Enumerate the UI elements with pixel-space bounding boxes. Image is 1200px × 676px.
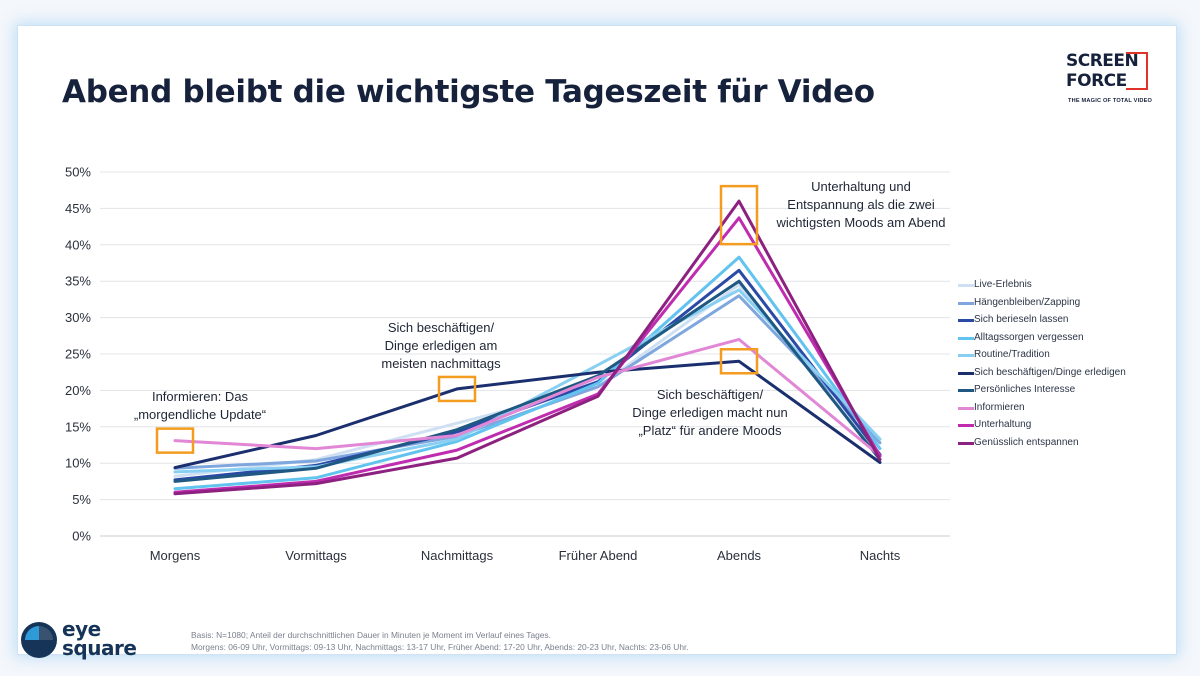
legend-swatch (958, 354, 974, 357)
x-tick-label: Abends (717, 548, 762, 563)
series-line (173, 268, 882, 482)
y-tick-label: 15% (65, 419, 91, 434)
legend-label: Informieren (974, 401, 1025, 413)
eye-square-logo: eye square (20, 619, 140, 663)
annotation-evening-low-line2: Dinge erledigen macht nun (632, 405, 788, 420)
annotation-afternoon: Sich beschäftigen/ Dinge erledigen am me… (366, 319, 516, 373)
annotation-afternoon-line3: meisten nachmittags (381, 356, 501, 371)
annotation-morning: Informieren: Das „morgendliche Update“ (120, 388, 280, 424)
y-tick-label: 10% (65, 456, 91, 471)
footnote-line1: Basis: N=1080; Anteil der durchschnittli… (191, 630, 551, 640)
legend-label: Hängenbleiben/Zapping (974, 296, 1081, 308)
y-tick-label: 30% (65, 310, 91, 325)
y-tick-label: 45% (65, 201, 91, 216)
highlight-box (437, 375, 477, 403)
legend-label: Persönliches Interesse (974, 384, 1076, 395)
legend-swatch (958, 389, 974, 392)
legend-label: Live-Erlebnis (974, 279, 1032, 290)
y-tick-label: 50% (65, 165, 91, 180)
series-line (173, 279, 882, 483)
page-title: Abend bleibt die wichtigste Tageszeit fü… (62, 74, 875, 110)
y-tick-label: 20% (65, 383, 91, 398)
legend-swatch (958, 371, 974, 375)
y-tick-label: 25% (65, 347, 91, 362)
slide-card (18, 26, 1176, 654)
annotation-evening-top-line3: wichtigsten Moods am Abend (776, 215, 946, 230)
footnote-line2: Morgens: 06-09 Uhr, Vormittags: 09-13 Uh… (191, 642, 689, 652)
annotation-afternoon-line2: Dinge erledigen am (384, 338, 498, 353)
legend-label: Sich berieseln lassen (974, 314, 1069, 325)
highlight-box (719, 348, 759, 375)
screenforce-logo-line1: SCREEN (1066, 51, 1139, 71)
legend-swatch (958, 319, 974, 322)
screenforce-logo: SCREEN FORCE THE MAGIC OF TOTAL VIDEO (1066, 52, 1156, 110)
annotation-evening-top-line2: Entspannung als die zwei (787, 197, 935, 212)
annotation-evening-top: Unterhaltung und Entspannung als die zwe… (767, 178, 955, 232)
y-tick-label: 35% (65, 274, 91, 289)
legend-label: Alltagssorgen vergessen (974, 331, 1084, 343)
x-tick-label: Nachmittags (421, 548, 494, 563)
eye-square-logo-line2: square (62, 636, 137, 660)
highlight-box (155, 427, 195, 454)
series-line (173, 216, 882, 494)
legend-label: Sich beschäftigen/Dinge erledigen (974, 366, 1126, 378)
legend-label: Unterhaltung (974, 419, 1032, 430)
annotation-evening-low: Sich beschäftigen/ Dinge erledigen macht… (618, 386, 802, 440)
legend-label: Routine/Tradition (974, 349, 1050, 360)
legend-swatch (958, 336, 974, 340)
legend-swatch (958, 284, 974, 287)
y-tick-label: 5% (72, 492, 91, 507)
eye-square-icon (21, 622, 57, 658)
screenforce-logo-tagline: THE MAGIC OF TOTAL VIDEO (1068, 98, 1153, 104)
series-line (173, 199, 882, 496)
x-tick-label: Morgens (150, 548, 201, 563)
x-tick-label: Vormittags (285, 548, 347, 563)
highlight-box (719, 184, 759, 246)
annotation-morning-line1: Informieren: Das (151, 389, 249, 404)
screenforce-logo-line2: FORCE (1066, 71, 1127, 91)
legend-swatch (958, 424, 974, 427)
legend-label: Genüsslich entspannen (974, 436, 1079, 448)
annotation-afternoon-line1: Sich beschäftigen/ (387, 320, 495, 335)
footnote: Basis: N=1080; Anteil der durchschnittli… (191, 629, 689, 653)
legend-swatch (958, 406, 974, 410)
legend-swatch (958, 441, 974, 445)
eye-square-logo-line1: eye (62, 617, 101, 641)
annotation-evening-top-line1: Unterhaltung und (811, 179, 911, 194)
x-tick-label: Früher Abend (559, 548, 638, 563)
screenforce-logo-bracket (1126, 52, 1148, 90)
series-line (173, 359, 882, 470)
y-tick-label: 0% (72, 529, 91, 544)
annotation-evening-low-line1: Sich beschäftigen/ (656, 387, 764, 402)
legend-swatch (958, 301, 974, 305)
annotation-evening-low-line3: „Platz“ für andere Moods (638, 423, 782, 438)
series-line (173, 337, 882, 458)
series-line (173, 255, 882, 491)
x-tick-label: Nachts (860, 548, 901, 563)
y-tick-label: 40% (65, 237, 91, 252)
annotation-morning-line2: „morgendliche Update“ (133, 407, 267, 422)
